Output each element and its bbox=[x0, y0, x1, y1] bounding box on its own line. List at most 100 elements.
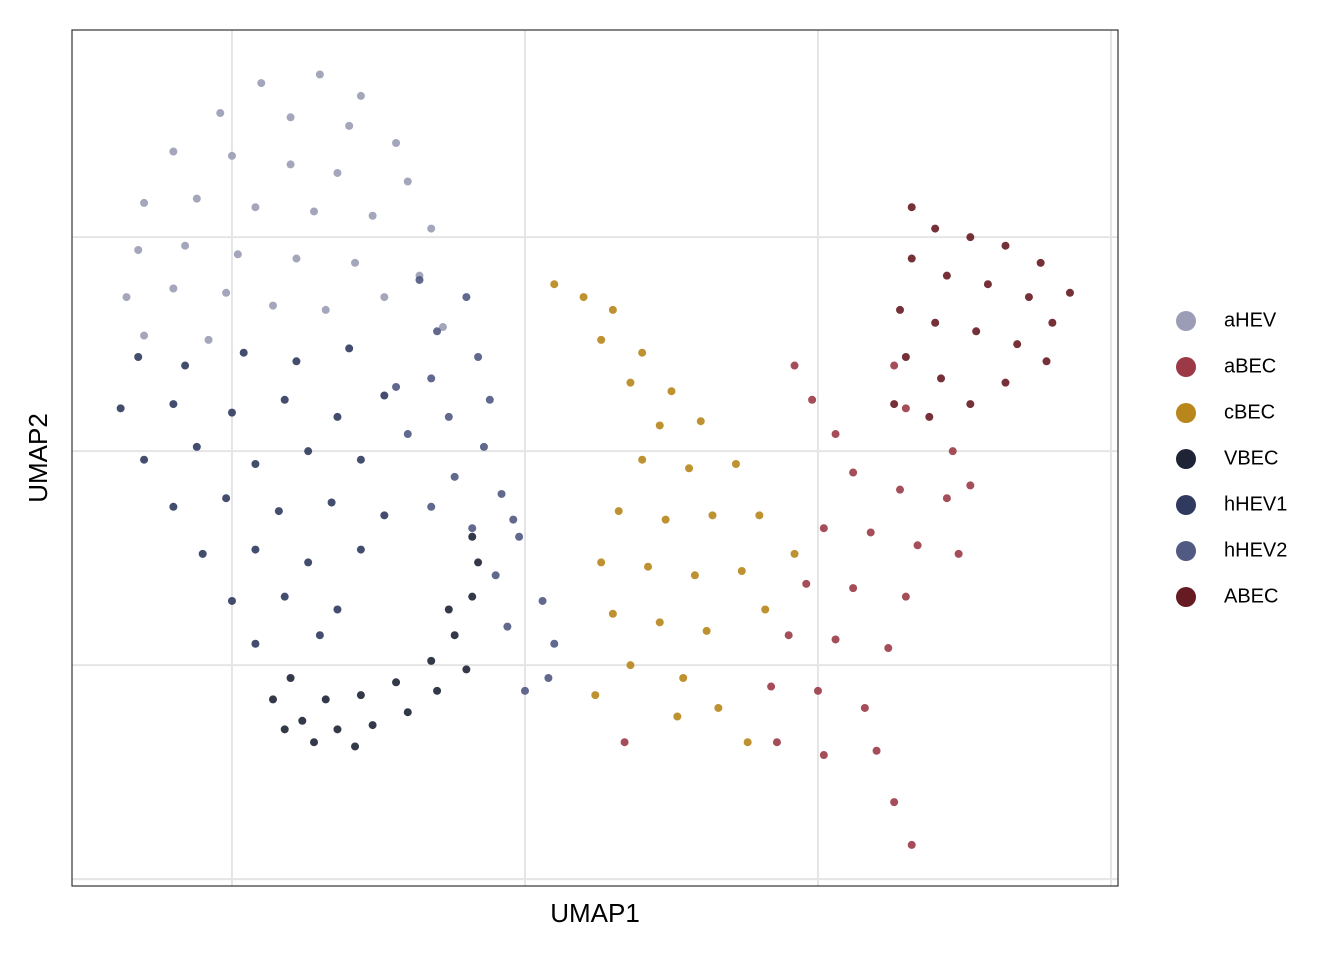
point bbox=[351, 258, 360, 267]
point bbox=[538, 596, 547, 605]
point bbox=[520, 686, 529, 695]
point bbox=[983, 280, 992, 289]
point bbox=[169, 284, 178, 293]
legend-marker bbox=[1176, 541, 1196, 561]
point bbox=[626, 661, 635, 670]
point bbox=[550, 639, 559, 648]
point bbox=[1048, 318, 1057, 327]
point bbox=[966, 400, 975, 409]
point bbox=[849, 584, 858, 593]
point bbox=[896, 485, 905, 494]
point bbox=[819, 751, 828, 760]
point bbox=[251, 639, 260, 648]
point bbox=[403, 708, 412, 717]
legend-marker bbox=[1176, 357, 1196, 377]
point bbox=[321, 695, 330, 704]
point bbox=[134, 245, 143, 254]
point bbox=[444, 605, 453, 614]
point bbox=[116, 404, 125, 413]
point bbox=[345, 121, 354, 130]
point bbox=[134, 352, 143, 361]
point bbox=[351, 742, 360, 751]
point bbox=[872, 746, 881, 755]
point bbox=[227, 408, 236, 417]
point bbox=[948, 447, 957, 456]
point bbox=[380, 511, 389, 520]
point bbox=[304, 447, 313, 456]
point bbox=[931, 224, 940, 233]
point bbox=[714, 703, 723, 712]
point bbox=[310, 738, 319, 747]
point bbox=[251, 545, 260, 554]
legend: aHEV aBEC cBEC VBEC hHEV1 hHEV2 ABEC bbox=[1176, 309, 1287, 607]
point bbox=[356, 455, 365, 464]
legend-label: hHEV1 bbox=[1224, 493, 1287, 515]
point bbox=[380, 391, 389, 400]
point bbox=[1001, 241, 1010, 250]
point bbox=[591, 691, 600, 700]
point bbox=[901, 352, 910, 361]
point bbox=[696, 417, 705, 426]
point bbox=[901, 592, 910, 601]
point bbox=[761, 605, 770, 614]
point bbox=[626, 378, 635, 387]
point bbox=[280, 592, 289, 601]
point bbox=[890, 798, 899, 807]
point bbox=[304, 558, 313, 567]
point bbox=[942, 494, 951, 503]
point bbox=[415, 275, 424, 284]
point bbox=[433, 686, 442, 695]
point bbox=[468, 532, 477, 541]
point bbox=[403, 430, 412, 439]
point bbox=[901, 404, 910, 413]
point bbox=[257, 79, 266, 88]
point bbox=[427, 374, 436, 383]
point bbox=[192, 194, 201, 203]
point bbox=[181, 241, 190, 250]
point bbox=[286, 160, 295, 169]
point bbox=[333, 168, 342, 177]
point bbox=[427, 656, 436, 665]
point bbox=[298, 716, 307, 725]
point bbox=[685, 464, 694, 473]
point bbox=[292, 254, 301, 263]
legend-marker bbox=[1176, 311, 1196, 331]
point bbox=[784, 631, 793, 640]
point bbox=[907, 254, 916, 263]
point bbox=[1001, 378, 1010, 387]
point bbox=[468, 524, 477, 533]
point bbox=[890, 400, 899, 409]
point bbox=[286, 113, 295, 122]
point bbox=[310, 207, 319, 216]
point bbox=[497, 489, 506, 498]
point bbox=[614, 507, 623, 516]
point bbox=[579, 293, 588, 302]
point bbox=[333, 725, 342, 734]
point bbox=[280, 395, 289, 404]
point bbox=[345, 344, 354, 353]
point bbox=[913, 541, 922, 550]
point bbox=[661, 515, 670, 524]
point bbox=[954, 549, 963, 558]
point bbox=[327, 498, 336, 507]
point bbox=[925, 412, 934, 421]
point bbox=[251, 459, 260, 468]
legend-label: aHEV bbox=[1224, 309, 1277, 331]
point bbox=[491, 571, 500, 580]
point bbox=[140, 331, 149, 340]
plot-border bbox=[71, 29, 1119, 887]
point bbox=[597, 335, 606, 344]
legend-marker bbox=[1176, 495, 1196, 515]
point bbox=[755, 511, 764, 520]
point bbox=[942, 271, 951, 280]
point bbox=[802, 579, 811, 588]
point bbox=[638, 348, 647, 357]
point bbox=[392, 678, 401, 687]
point bbox=[438, 323, 447, 332]
point bbox=[667, 387, 676, 396]
point bbox=[509, 515, 518, 524]
point bbox=[462, 665, 471, 674]
point bbox=[808, 395, 817, 404]
point bbox=[450, 631, 459, 640]
